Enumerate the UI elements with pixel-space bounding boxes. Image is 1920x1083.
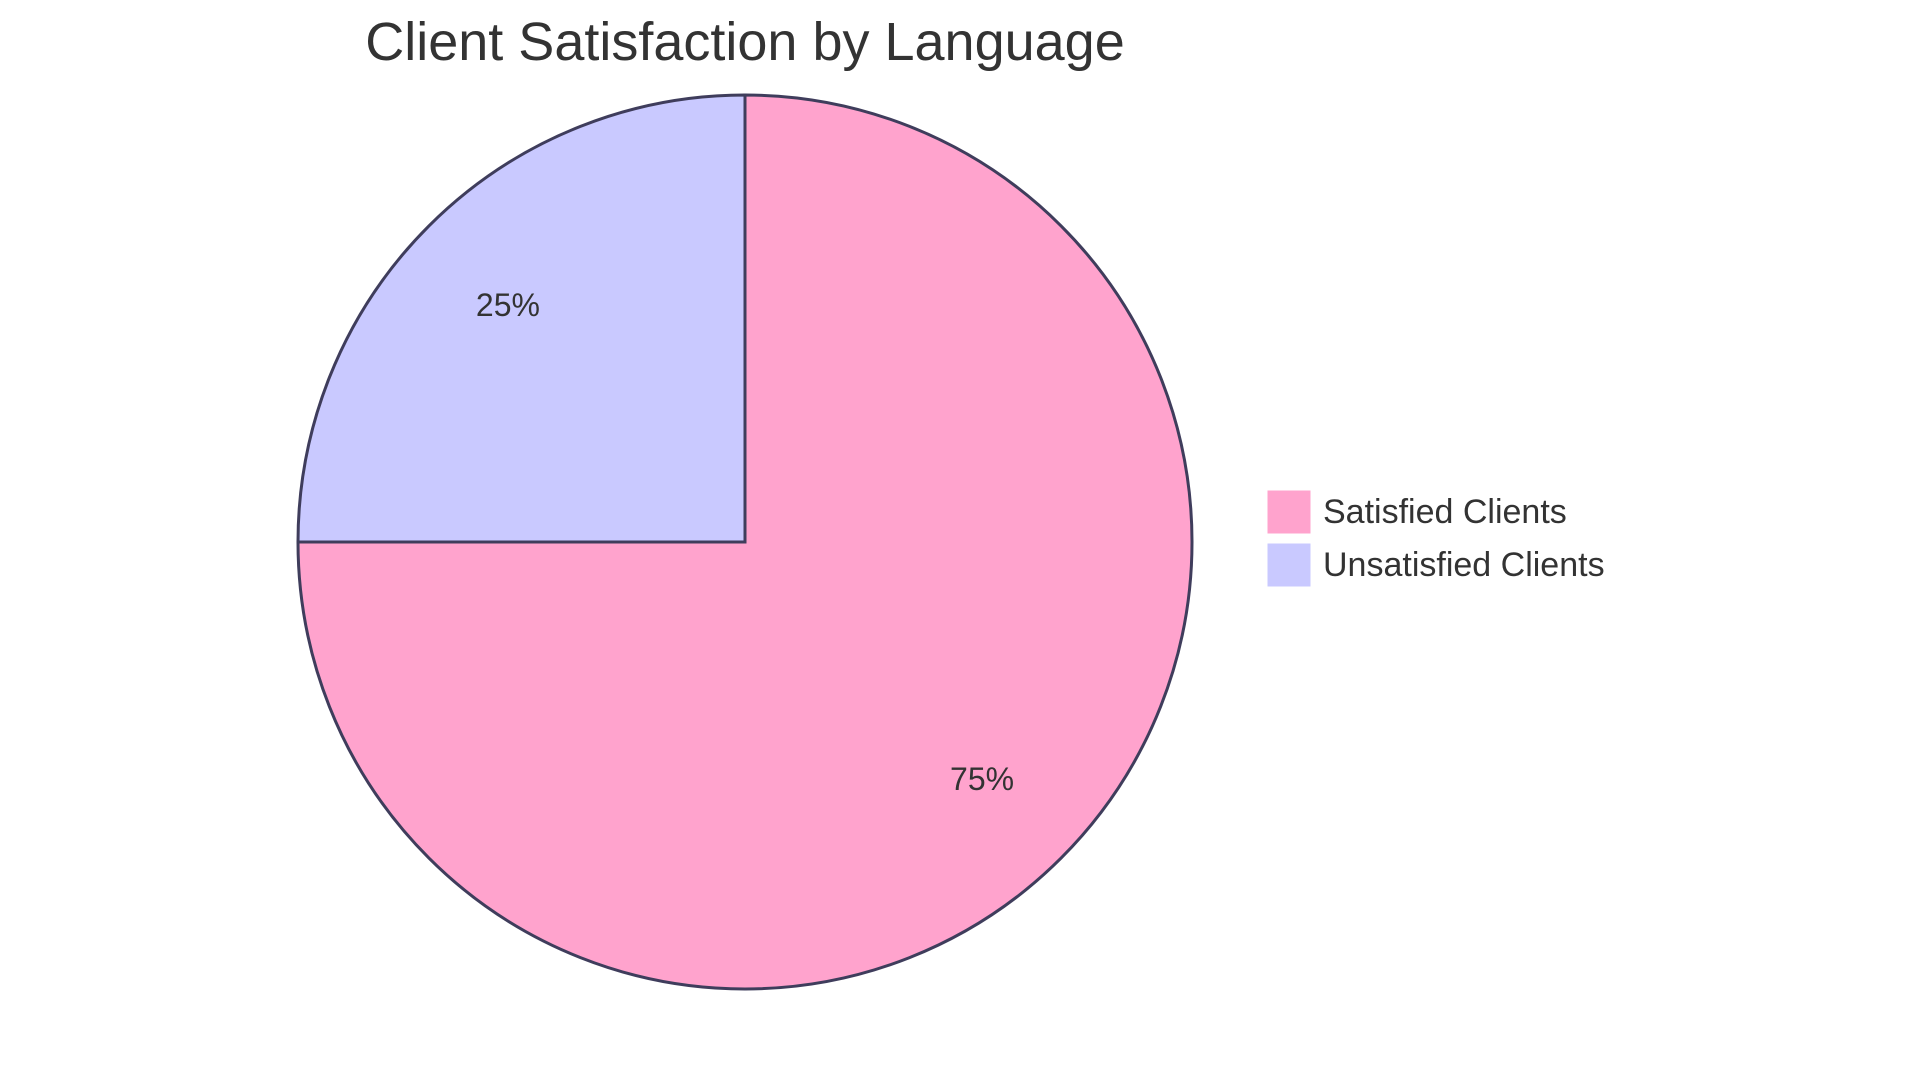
slice-percentage-label: 25%	[476, 287, 540, 323]
legend-swatch	[1266, 489, 1312, 535]
legend: Satisfied Clients Unsatisfied Clients	[1266, 489, 1605, 588]
pie-slices	[296, 93, 1194, 991]
slice-percentage-label: 75%	[950, 761, 1014, 797]
pie-slice-unsatisfied-clients	[296, 93, 747, 544]
pie-slice-labels: 75% 25%	[476, 287, 1014, 797]
legend-label: Unsatisfied Clients	[1323, 546, 1605, 584]
chart-title: Client Satisfaction by Language	[365, 12, 1125, 72]
legend-swatch	[1266, 542, 1312, 588]
legend-label: Satisfied Clients	[1323, 493, 1567, 531]
